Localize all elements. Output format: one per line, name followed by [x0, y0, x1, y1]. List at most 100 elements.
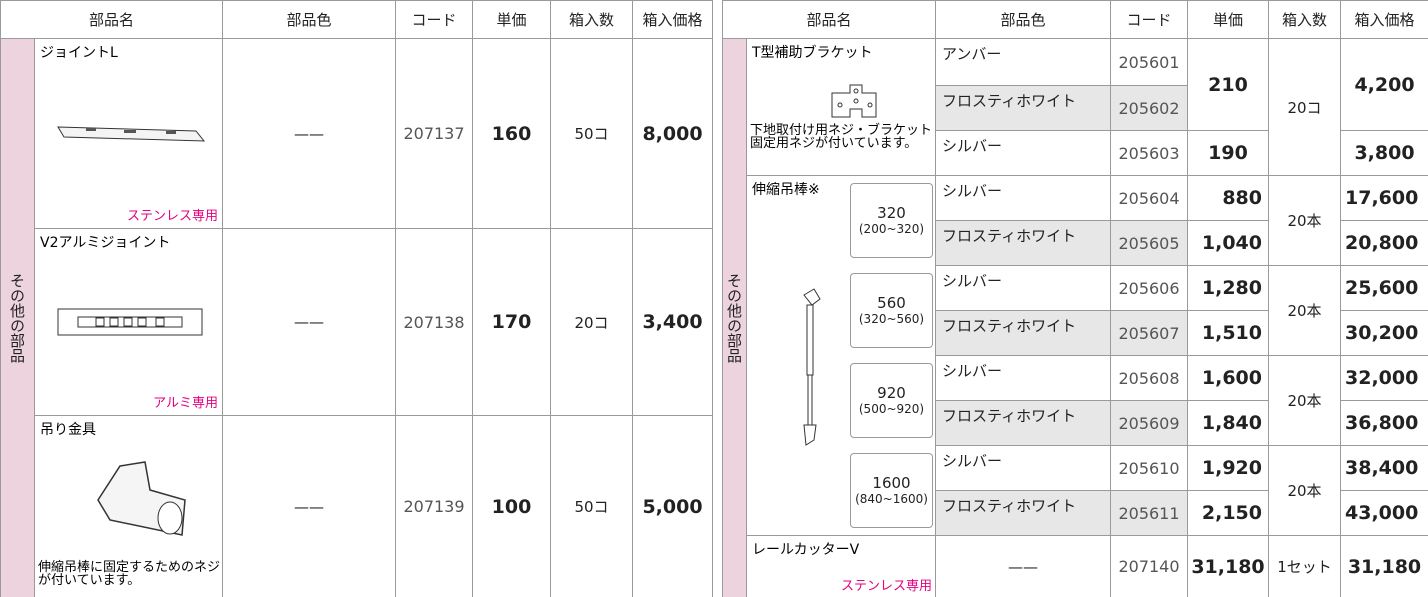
size-box: 560 (320~560) — [850, 273, 933, 348]
part-name: ジョイントL — [40, 45, 118, 61]
box-price-cell: 20,800 — [1340, 220, 1428, 266]
code-cell: 205603 — [1110, 130, 1188, 176]
color-cell: フロスティホワイト — [935, 400, 1111, 446]
price-cell: 170 — [472, 228, 551, 416]
price-cell: 210 — [1187, 38, 1269, 131]
qty-cell: 20コ — [1268, 38, 1341, 176]
name-cell — [34, 38, 223, 229]
price-cell: 31,180 — [1187, 535, 1269, 597]
qty-cell: 20本 — [1268, 175, 1341, 266]
color-cell: —— — [222, 415, 396, 597]
side-label: その他の部品 — [0, 38, 35, 597]
price-cell: 1,600 — [1187, 355, 1269, 401]
header-cell: 単価 — [472, 0, 551, 39]
header-cell: 箱入価格 — [1340, 0, 1428, 39]
qty-cell: 20本 — [1268, 265, 1341, 356]
header-cell: 部品色 — [935, 0, 1111, 39]
color-cell: —— — [222, 228, 396, 416]
header-cell: 箱入数 — [550, 0, 633, 39]
header-cell: コード — [1110, 0, 1188, 39]
code-cell: 207140 — [1110, 535, 1188, 597]
code-cell: 205610 — [1110, 445, 1188, 491]
price-cell: 1,840 — [1187, 400, 1269, 446]
size-box: 1600 (840~1600) — [850, 453, 933, 528]
size-length: 320 — [877, 203, 906, 222]
rod-image — [803, 288, 821, 446]
hanger-image — [97, 461, 186, 536]
qty-cell: 20コ — [550, 228, 633, 416]
box-price-cell: 30,200 — [1340, 310, 1428, 356]
code-cell: 205611 — [1110, 490, 1188, 536]
price-cell: 880 — [1187, 175, 1269, 221]
code-cell: 207139 — [395, 415, 473, 597]
price-cell: 190 — [1187, 130, 1269, 176]
price-cell: 1,510 — [1187, 310, 1269, 356]
size-range: (320~560) — [858, 311, 925, 326]
code-cell: 205605 — [1110, 220, 1188, 266]
part-note: アルミ専用 — [153, 396, 218, 411]
color-cell: シルバー — [935, 355, 1111, 401]
header-cell: 部品名 — [0, 0, 223, 39]
joint-l-image — [57, 126, 206, 142]
color-cell: アンバー — [935, 38, 1111, 86]
color-cell: フロスティホワイト — [935, 490, 1111, 536]
code-cell: 207137 — [395, 38, 473, 229]
header-cell: 箱入数 — [1268, 0, 1341, 39]
header-cell: 部品名 — [722, 0, 936, 39]
code-cell: 205607 — [1110, 310, 1188, 356]
box-price-cell: 32,000 — [1340, 355, 1428, 401]
part-name: V2アルミジョイント — [40, 235, 171, 251]
part-note: ステンレス専用 — [126, 209, 218, 224]
box-price-cell: 3,800 — [1340, 130, 1428, 176]
header-cell: 箱入価格 — [632, 0, 713, 39]
price-cell: 1,280 — [1187, 265, 1269, 311]
header-cell: コード — [395, 0, 473, 39]
box-price-cell: 31,180 — [1340, 535, 1428, 597]
color-cell: —— — [935, 535, 1111, 597]
box-price-cell: 3,400 — [632, 228, 713, 416]
color-cell: —— — [222, 38, 396, 229]
qty-cell: 50コ — [550, 38, 633, 229]
price-cell: 1,920 — [1187, 445, 1269, 491]
size-range: (840~1600) — [855, 491, 928, 506]
color-cell: フロスティホワイト — [935, 85, 1111, 131]
qty-cell: 1セット — [1268, 535, 1341, 597]
header-cell: 部品色 — [222, 0, 396, 39]
size-box: 320 (200~320) — [850, 183, 933, 258]
color-cell: シルバー — [935, 175, 1111, 221]
bracket-image — [831, 84, 877, 118]
code-cell: 205602 — [1110, 85, 1188, 131]
size-range: (200~320) — [858, 221, 925, 236]
box-price-cell: 43,000 — [1340, 490, 1428, 536]
box-price-cell: 36,800 — [1340, 400, 1428, 446]
box-price-cell: 8,000 — [632, 38, 713, 229]
code-cell: 205604 — [1110, 175, 1188, 221]
color-cell: フロスティホワイト — [935, 220, 1111, 266]
size-box: 920 (500~920) — [850, 363, 933, 438]
code-cell: 205609 — [1110, 400, 1188, 446]
code-cell: 207138 — [395, 228, 473, 416]
qty-cell: 50コ — [550, 415, 633, 597]
price-cell: 2,150 — [1187, 490, 1269, 536]
box-price-cell: 17,600 — [1340, 175, 1428, 221]
part-note: 下地取付け用ネジ・ブラケット固定用ネジが付いています。 — [750, 123, 933, 151]
part-name: 吊り金具 — [40, 422, 96, 438]
side-label: その他の部品 — [722, 38, 747, 597]
color-cell: シルバー — [935, 445, 1111, 491]
qty-cell: 20本 — [1268, 445, 1341, 536]
price-cell: 160 — [472, 38, 551, 229]
size-length: 1600 — [872, 473, 911, 492]
part-name: T型補助ブラケット — [752, 45, 873, 61]
price-cell: 1,040 — [1187, 220, 1269, 266]
color-cell: シルバー — [935, 265, 1111, 311]
part-note: 伸縮吊棒に固定するためのネジが付いています。 — [38, 560, 221, 588]
code-cell: 205601 — [1110, 38, 1188, 86]
name-cell — [34, 228, 223, 416]
box-price-cell: 25,600 — [1340, 265, 1428, 311]
price-cell: 100 — [472, 415, 551, 597]
aluminum-joint-image — [57, 308, 203, 336]
size-length: 920 — [877, 383, 906, 402]
qty-cell: 20本 — [1268, 355, 1341, 446]
size-length: 560 — [877, 293, 906, 312]
